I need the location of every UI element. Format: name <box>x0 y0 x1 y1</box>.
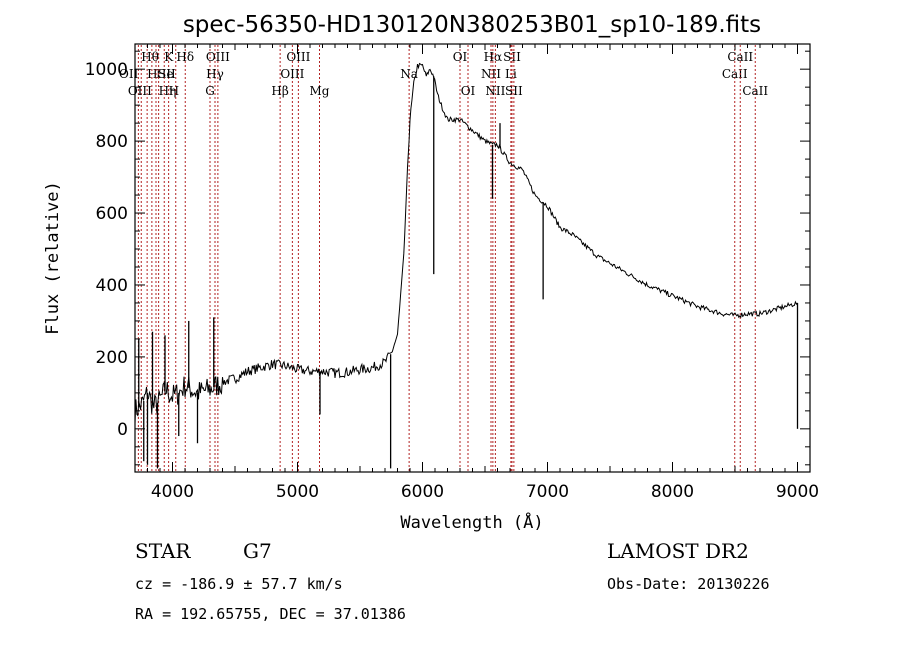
plot-frame <box>134 43 811 473</box>
x-axis-ticks: 4000 5000 6000 7000 8000 9000 <box>147 44 819 502</box>
spectral-line-label: Hγ <box>206 67 224 81</box>
y-tick-label: 200 <box>96 348 128 368</box>
spectral-line-label: OIII <box>128 84 152 98</box>
object-class: STAR <box>135 539 191 563</box>
spectral-line-label: OI <box>461 84 476 98</box>
spectrum-line <box>134 62 798 424</box>
y-tick-label: 400 <box>96 276 128 296</box>
redshift-text: cz = -186.9 ± 57.7 km/s <box>135 575 343 593</box>
chart-title: spec-56350-HD130120N380253B01_sp10-189.f… <box>183 12 761 38</box>
x-tick-label: 5000 <box>276 482 319 502</box>
y-tick-label: 800 <box>96 132 128 152</box>
subclass: G7 <box>243 539 272 563</box>
y-tick-label: 1000 <box>85 60 128 80</box>
spectral-line-label: OIII <box>280 67 304 81</box>
spectral-line-label: Li <box>505 67 517 81</box>
x-tick-label: 7000 <box>526 482 569 502</box>
y-tick-label: 600 <box>96 204 128 224</box>
x-tick-label: 4000 <box>151 482 194 502</box>
spectral-line-markers: OIIHθHOIIIHeHηKHSIIHδGHγOIIIHβOIIIOIIIMg… <box>119 45 768 471</box>
spectral-line-label: Na <box>400 67 418 81</box>
spectral-line-label: Hθ <box>141 50 159 64</box>
survey-name: LAMOST DR2 <box>607 539 749 563</box>
y-tick-label: 0 <box>117 420 128 440</box>
spectral-line-label: Hα <box>484 50 503 64</box>
spectral-line-label: G <box>205 84 215 98</box>
spectral-line-label: Hη <box>159 84 177 98</box>
spectral-line-label: NII <box>481 67 501 81</box>
spectral-line-label: SII <box>503 50 521 64</box>
spectral-line-label: Mg <box>310 84 330 98</box>
x-tick-label: 8000 <box>651 482 694 502</box>
x-axis-label: Wavelength (Å) <box>400 511 543 533</box>
coordinates-text: RA = 192.65755, DEC = 37.01386 <box>135 605 406 623</box>
spectrum-series <box>134 62 799 469</box>
y-axis-ticks: 0 200 400 600 800 1000 <box>85 50 810 466</box>
spectral-line-label: NII <box>485 84 505 98</box>
spectral-line-label: CaII <box>722 67 748 81</box>
spectral-line-label: Hβ <box>271 84 288 98</box>
spectral-line-label: OI <box>453 50 468 64</box>
spectral-line-label: SII <box>158 67 176 81</box>
y-axis-label: Flux (relative) <box>43 181 63 335</box>
spectral-line-label: OIII <box>206 50 230 64</box>
x-tick-label: 9000 <box>776 482 819 502</box>
spectral-line-label: H <box>169 84 179 98</box>
spectral-line-label: CaII <box>727 50 753 64</box>
x-tick-label: 6000 <box>401 482 444 502</box>
spectral-line-label: OIII <box>286 50 310 64</box>
spectral-line-label: He <box>156 67 174 81</box>
spectral-line-label: Hδ <box>176 50 194 64</box>
spectral-line-label: OII <box>119 67 139 81</box>
spectral-line-label: CaII <box>742 84 768 98</box>
obs-date-text: Obs-Date: 20130226 <box>607 575 770 593</box>
spectral-line-label: K <box>164 50 174 64</box>
spectral-line-label: SII <box>505 84 523 98</box>
